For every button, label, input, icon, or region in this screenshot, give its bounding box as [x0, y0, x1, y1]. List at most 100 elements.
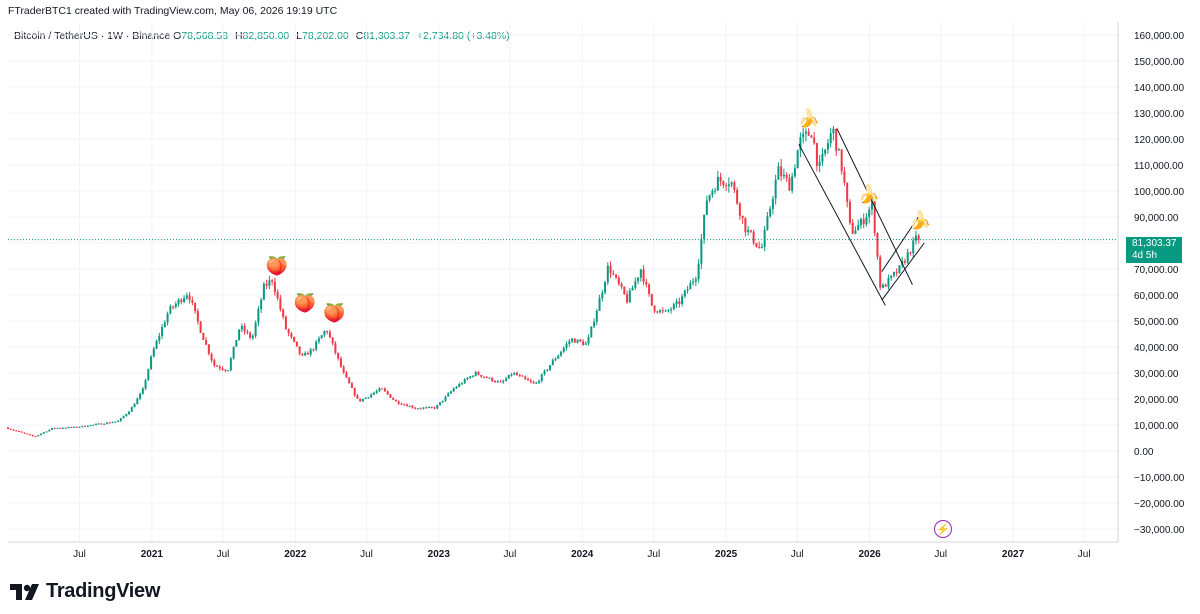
- candle-body: [9, 428, 12, 430]
- candle-body: [260, 299, 263, 310]
- candle-body: [408, 405, 411, 407]
- y-tick-label: 140,000.00: [1134, 83, 1184, 94]
- candle-body: [444, 396, 447, 401]
- candle-body: [689, 282, 692, 290]
- candle-body: [807, 131, 810, 136]
- candle-body: [521, 375, 524, 377]
- candle-body: [868, 209, 871, 218]
- candle-body: [903, 261, 906, 263]
- x-tick-label: Jul: [217, 549, 230, 560]
- candle-body: [122, 416, 125, 419]
- candle-body: [571, 338, 574, 342]
- candle-body: [249, 332, 252, 338]
- candle-body: [7, 427, 9, 429]
- candle-body: [334, 343, 337, 353]
- candle-body: [538, 381, 541, 383]
- candle-body: [711, 190, 714, 196]
- candle-body: [345, 372, 348, 378]
- candle-body: [681, 296, 684, 304]
- candle-body: [606, 265, 609, 283]
- candle-body: [51, 428, 54, 430]
- candle-body: [738, 203, 741, 216]
- candle-body: [422, 407, 425, 409]
- candle-body: [320, 335, 323, 339]
- candle-body: [471, 375, 474, 377]
- candle-body: [117, 420, 120, 422]
- candle-body: [111, 422, 114, 424]
- y-tick-label: 90,000.00: [1134, 213, 1179, 224]
- candle-body: [744, 217, 747, 233]
- candle-body: [75, 426, 78, 428]
- candle-body: [510, 374, 513, 376]
- candle-body: [870, 201, 873, 210]
- candle-body: [59, 427, 62, 429]
- candle-body: [383, 388, 386, 392]
- candle-body: [392, 397, 395, 400]
- candle-body: [482, 376, 485, 378]
- x-tick-label: Jul: [504, 549, 517, 560]
- candle-body: [37, 434, 40, 437]
- candle-body: [381, 388, 384, 390]
- candle-body: [763, 229, 766, 247]
- candle-body: [505, 378, 508, 381]
- candle-body: [455, 386, 458, 389]
- candle-body: [144, 380, 147, 389]
- candle-body: [290, 333, 293, 337]
- candle-body: [590, 326, 593, 338]
- candle-body: [20, 431, 23, 433]
- candle-body: [848, 201, 851, 223]
- candle-body: [238, 329, 241, 340]
- candle-body: [782, 174, 785, 177]
- candle-body: [202, 332, 205, 341]
- y-tick-label: 40,000.00: [1134, 343, 1179, 354]
- candle-body: [573, 338, 576, 343]
- candle-body: [177, 299, 180, 304]
- candle-body: [879, 256, 882, 288]
- candle-body: [433, 407, 436, 409]
- y-tick-label: 110,000.00: [1134, 161, 1184, 172]
- candle-body: [593, 321, 596, 327]
- candle-body: [584, 343, 587, 345]
- candle-body: [26, 433, 29, 435]
- candle-body: [694, 279, 697, 282]
- candle-body: [48, 429, 51, 432]
- candle-body: [865, 217, 868, 225]
- candle-body: [469, 376, 472, 379]
- candle-body: [543, 370, 546, 375]
- candle-body: [793, 168, 796, 177]
- candle-body: [796, 150, 799, 169]
- candle-body: [601, 292, 604, 299]
- lightning-icon[interactable]: ⚡: [934, 520, 952, 538]
- candle-body: [507, 374, 510, 379]
- x-tick-label: 2024: [571, 549, 594, 560]
- y-tick-label: 120,000.00: [1134, 135, 1184, 146]
- candle-body: [485, 377, 488, 379]
- candle-body: [42, 432, 45, 434]
- candle-body: [436, 405, 439, 409]
- candle-body: [207, 344, 210, 354]
- candle-body: [441, 400, 444, 403]
- y-tick-label: 20,000.00: [1134, 395, 1179, 406]
- candle-body: [353, 387, 356, 396]
- candle-body: [551, 360, 554, 366]
- trend-line: [798, 143, 886, 306]
- high-label: H: [234, 30, 243, 42]
- candle-body: [389, 394, 392, 398]
- candle-body: [832, 128, 835, 134]
- tradingview-brand[interactable]: TradingView: [10, 580, 160, 603]
- candle-body: [604, 282, 607, 293]
- candle-body: [917, 235, 920, 240]
- candle-body: [576, 339, 579, 343]
- candle-body: [620, 283, 623, 287]
- candle-body: [425, 407, 428, 409]
- candle-body: [284, 316, 287, 330]
- candle-body: [342, 366, 345, 373]
- trendlines[interactable]: [8, 128, 1118, 306]
- candle-body: [183, 298, 186, 302]
- candle-body: [491, 377, 494, 382]
- candle-body: [810, 135, 813, 138]
- symbol-name[interactable]: Bitcoin / TetherUS · 1W · Binance: [14, 30, 171, 42]
- candle-body: [587, 337, 590, 344]
- banana-marker-icon: 🍌: [797, 108, 821, 129]
